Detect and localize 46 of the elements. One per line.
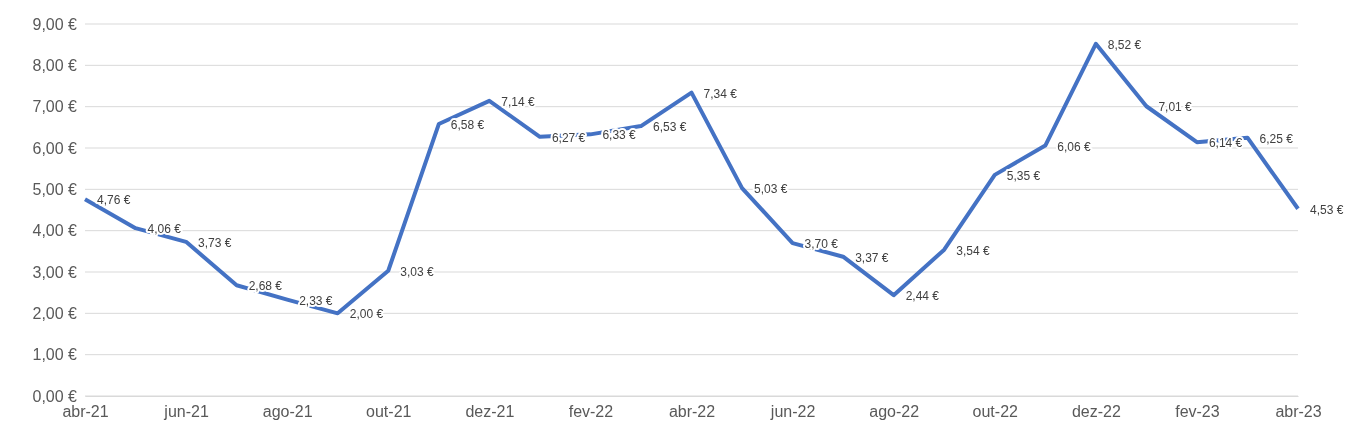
data-label: 6,33 € — [602, 128, 637, 143]
x-tick-label: ago-22 — [869, 403, 920, 421]
x-tick-label: jun-21 — [163, 403, 209, 421]
x-tick-label: jun-22 — [769, 403, 816, 421]
y-tick-label: 4,00 € — [32, 222, 78, 240]
x-tick-label: dez-22 — [1071, 403, 1121, 421]
x-tick-label: abr-21 — [62, 403, 109, 421]
data-label: 3,70 € — [804, 237, 839, 252]
data-label: 6,58 € — [450, 118, 485, 133]
x-tick-label: dez-21 — [465, 403, 515, 421]
data-label: 3,54 € — [956, 243, 990, 258]
x-tick-label: ago-21 — [262, 403, 313, 421]
y-tick-label: 0,00 € — [32, 387, 78, 405]
y-tick-label: 7,00 € — [32, 98, 78, 116]
y-tick-label: 3,00 € — [32, 263, 78, 281]
data-label: 7,01 € — [1158, 100, 1193, 115]
data-label: 4,53 € — [1310, 202, 1344, 217]
data-label: 3,37 € — [855, 250, 889, 265]
y-tick-label: 5,00 € — [32, 180, 78, 198]
y-tick-label: 1,00 € — [32, 346, 78, 364]
data-label: 6,53 € — [652, 120, 687, 135]
x-tick-label: fev-23 — [1175, 403, 1220, 421]
data-label: 4,76 € — [97, 193, 131, 208]
data-label: 6,25 € — [1259, 131, 1294, 146]
x-tick-label: out-21 — [366, 403, 412, 421]
data-label: 8,52 € — [1107, 37, 1142, 52]
data-label: 7,14 € — [501, 94, 536, 109]
data-label: 2,44 € — [905, 289, 940, 304]
y-tick-label: 6,00 € — [32, 139, 78, 157]
y-tick-label: 2,00 € — [32, 304, 78, 322]
x-tick-label: abr-23 — [1275, 403, 1322, 421]
x-tick-label: abr-22 — [668, 403, 716, 421]
data-label: 2,00 € — [349, 307, 384, 322]
data-label: 3,03 € — [400, 264, 434, 279]
data-label: 4,06 € — [147, 222, 182, 237]
data-label: 7,34 € — [703, 86, 738, 101]
data-label: 2,68 € — [248, 279, 283, 294]
x-tick-label: out-22 — [972, 403, 1019, 421]
y-tick-label: 9,00 € — [32, 15, 78, 33]
data-label: 5,03 € — [754, 182, 788, 197]
data-label: 3,73 € — [198, 235, 232, 250]
x-tick-label: fev-22 — [568, 403, 614, 421]
y-tick-label: 8,00 € — [32, 56, 78, 74]
data-label: 6,06 € — [1057, 139, 1091, 154]
data-label: 5,35 € — [1006, 168, 1041, 183]
data-label: 2,33 € — [299, 293, 333, 308]
